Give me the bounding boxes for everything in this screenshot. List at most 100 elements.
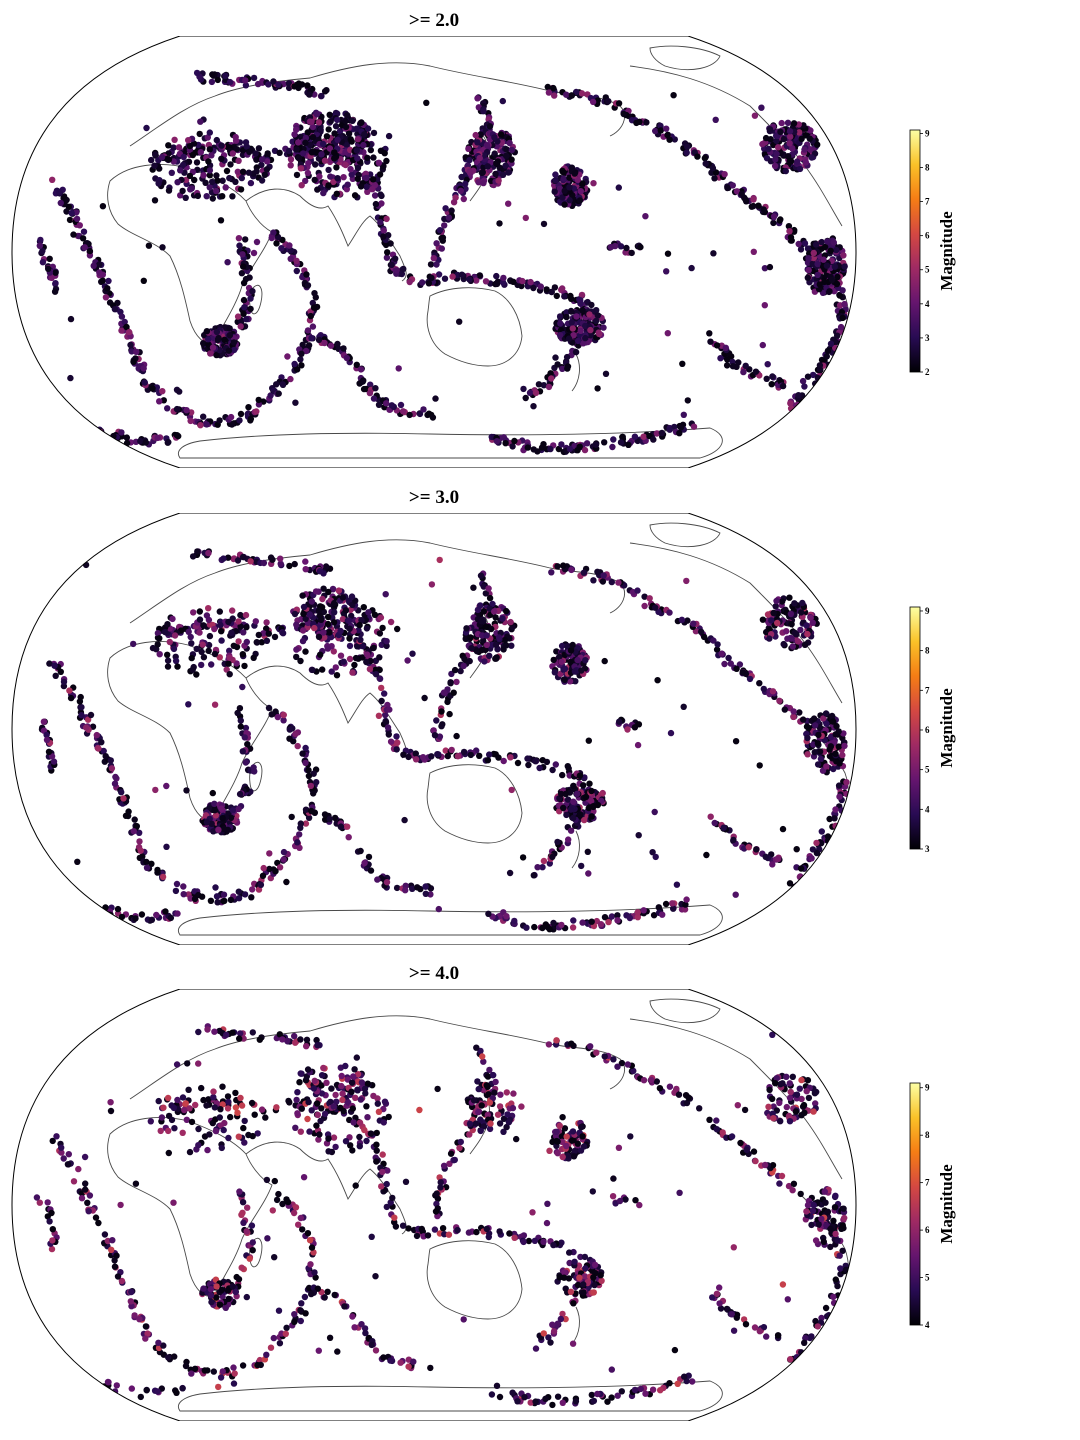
- quake-point: [376, 160, 382, 166]
- quake-point: [162, 629, 168, 635]
- quake-point: [783, 628, 789, 634]
- quake-point: [210, 344, 216, 350]
- quake-point: [175, 433, 181, 439]
- quake-point: [383, 216, 389, 222]
- quake-point: [361, 131, 367, 137]
- quake-point: [428, 753, 434, 759]
- quake-point: [149, 917, 155, 923]
- quake-point: [795, 392, 801, 398]
- quake-point: [421, 695, 427, 701]
- quake-point: [215, 827, 221, 833]
- quake-point: [425, 1232, 431, 1238]
- quake-point: [349, 669, 355, 675]
- quake-point: [665, 251, 671, 257]
- quake-point: [334, 117, 340, 123]
- quake-point: [189, 185, 195, 191]
- quake-point: [312, 177, 318, 183]
- quake-point: [601, 439, 607, 445]
- quake-point: [422, 884, 428, 890]
- quake-point: [814, 261, 820, 267]
- quake-point: [437, 227, 443, 233]
- quake-point: [81, 229, 87, 235]
- quake-point: [663, 901, 669, 907]
- quake-point: [787, 635, 793, 641]
- quake-point: [204, 819, 210, 825]
- quake-point: [769, 861, 775, 867]
- quake-point: [297, 356, 303, 362]
- quake-point: [817, 281, 823, 287]
- quake-point: [681, 412, 687, 418]
- quake-point: [269, 235, 275, 241]
- quake-point: [480, 108, 486, 114]
- quake-point: [384, 879, 390, 885]
- quake-point: [142, 379, 148, 385]
- quake-point: [305, 767, 311, 773]
- quake-point: [331, 130, 337, 136]
- quake-point: [316, 608, 322, 614]
- quake-point: [275, 82, 281, 88]
- quake-point: [159, 244, 165, 250]
- quake-point: [163, 783, 169, 789]
- quake-point: [273, 240, 279, 246]
- quake-point: [294, 268, 300, 274]
- quake-point: [146, 243, 152, 249]
- quake-point: [205, 550, 211, 556]
- quake-point: [759, 141, 765, 147]
- colorbar-tick-label: 4: [925, 299, 930, 309]
- quake-point: [507, 754, 513, 760]
- quake-point: [570, 325, 576, 331]
- quake-point: [831, 239, 837, 245]
- quake-point: [546, 89, 552, 95]
- quake-point: [804, 751, 810, 757]
- quake-point: [478, 572, 484, 578]
- quake-point: [68, 695, 74, 701]
- quake-point: [393, 733, 399, 739]
- quake-point: [449, 747, 455, 753]
- quake-point: [190, 667, 196, 673]
- quake-point: [149, 385, 155, 391]
- quake-point: [581, 817, 587, 823]
- quake-point: [151, 163, 157, 169]
- quake-point: [249, 288, 255, 294]
- quake-point: [477, 155, 483, 161]
- quake-point: [758, 105, 764, 111]
- quake-point: [235, 638, 241, 644]
- quake-point: [477, 272, 483, 278]
- quake-point: [824, 238, 830, 244]
- quake-point: [787, 134, 793, 140]
- quake-point: [765, 361, 771, 367]
- quake-point: [333, 664, 339, 670]
- quake-point: [394, 885, 400, 891]
- quake-point: [554, 361, 560, 367]
- quake-point: [112, 781, 118, 787]
- quake-point: [708, 814, 714, 820]
- quake-point: [806, 267, 812, 273]
- quake-point: [830, 766, 836, 772]
- quake-point: [296, 155, 302, 161]
- quake-point: [632, 434, 638, 440]
- quake-point: [799, 600, 805, 606]
- quake-point: [548, 375, 554, 381]
- quake-point: [181, 154, 187, 160]
- quake-point: [208, 152, 214, 158]
- quake-point: [609, 579, 615, 585]
- colorbar-tick-label: 8: [925, 162, 930, 172]
- quake-point: [485, 757, 491, 763]
- quake-point: [105, 278, 111, 284]
- colorbar-tick-label: 6: [925, 231, 930, 241]
- quake-point: [371, 395, 377, 401]
- quake-point: [344, 355, 350, 361]
- quake-point: [356, 622, 362, 628]
- quake-point: [207, 167, 213, 173]
- quake-point: [531, 446, 537, 452]
- quake-point: [383, 400, 389, 406]
- quake-point: [486, 1234, 492, 1240]
- quake-point: [280, 381, 286, 387]
- quake-point: [363, 184, 369, 190]
- quake-point: [358, 120, 364, 126]
- quake-point: [380, 233, 386, 239]
- quake-point: [157, 651, 163, 657]
- quake-point: [574, 791, 580, 797]
- quake-point: [213, 172, 219, 178]
- quake-point: [802, 642, 808, 648]
